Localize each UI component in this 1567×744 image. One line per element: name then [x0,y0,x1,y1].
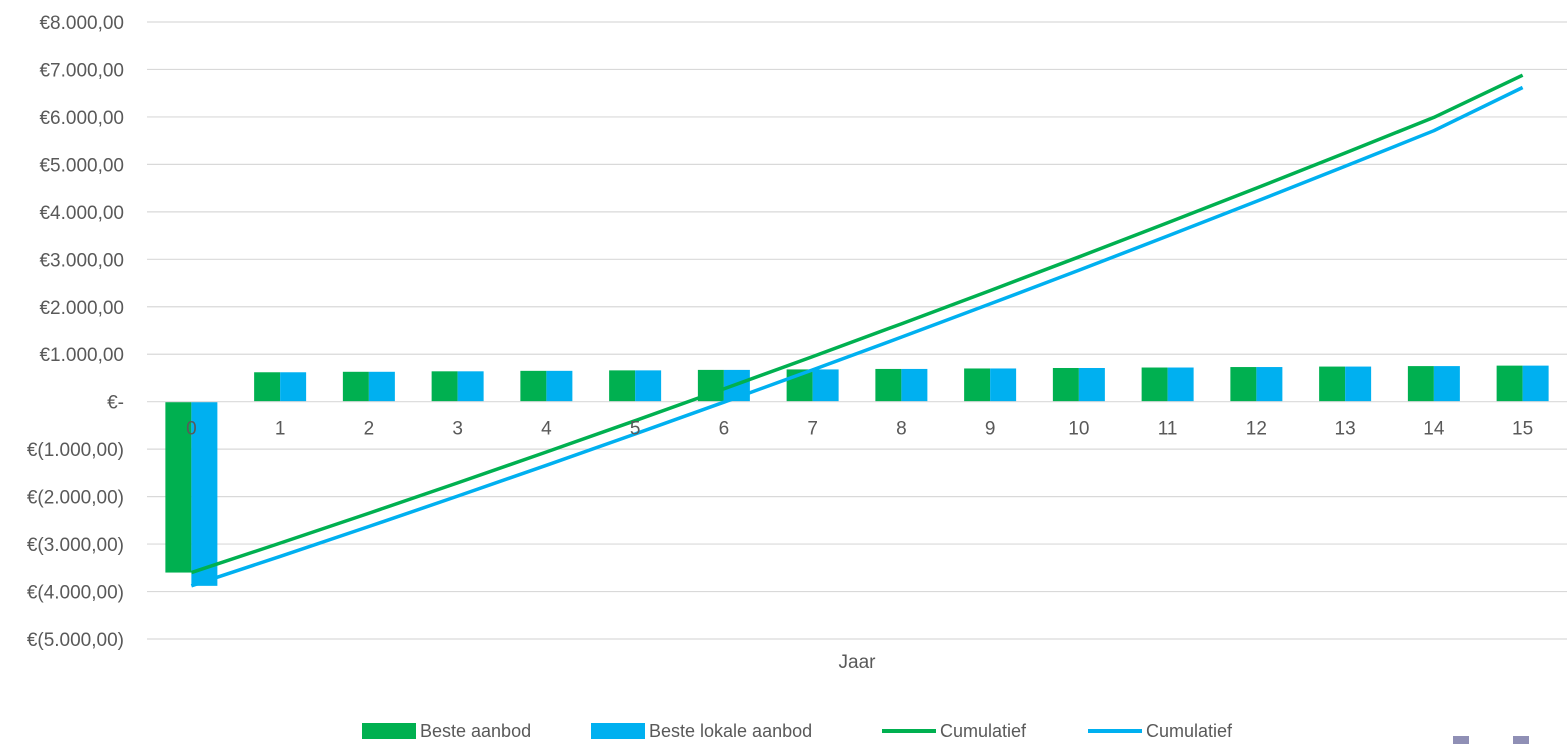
x-axis-title: Jaar [839,652,877,673]
bar-beste-lokale-aanbod [635,370,662,402]
bar-beste-aanbod [1496,365,1523,402]
corner-mark-left [1453,736,1469,744]
y-tick-label: €(3.000,00) [27,535,124,556]
y-tick-label: €(2.000,00) [27,488,124,509]
legend-swatch-cumulatief-blue [1088,729,1142,733]
legend-item-beste-lokale-aanbod: Beste lokale aanbod [591,718,812,744]
bar-beste-aanbod [875,368,902,402]
y-tick-label: €6.000,00 [39,108,124,129]
x-tick-label: 4 [541,419,552,440]
y-tick-label: €(5.000,00) [27,630,124,651]
series-lines [190,73,1524,588]
bar-beste-lokale-aanbod [1078,367,1105,402]
legend-label-cumulatief-green: Cumulatief [940,720,1027,741]
x-tick-label: 7 [807,419,818,440]
bar-beste-aanbod [520,370,547,402]
bar-beste-aanbod [1230,367,1257,402]
gridlines [147,21,1567,640]
bar-beste-aanbod [1052,367,1079,402]
x-tick-label: 0 [186,419,197,440]
corner-mark-right [1513,736,1529,744]
line-cumulatief-blue [190,85,1524,588]
bar-beste-aanbod [254,372,281,402]
y-tick-label: €7.000,00 [39,60,124,81]
bar-beste-lokale-aanbod [1522,365,1549,402]
bar-beste-lokale-aanbod [1256,367,1283,402]
bar-beste-aanbod [1319,366,1346,402]
y-tick-label: €(4.000,00) [27,583,124,604]
bar-beste-lokale-aanbod [812,369,839,402]
y-axis-tick-labels: €8.000,00 €7.000,00 €6.000,00 €5.000,00 €4.0… [27,13,124,651]
x-axis-tick-labels: 0 1 2 3 4 5 6 7 8 9 10 11 12 13 14 15 [186,419,1533,440]
legend-label-beste-aanbod: Beste aanbod [420,720,532,741]
bar-beste-aanbod [609,370,636,402]
bar-beste-aanbod [431,371,458,402]
bars [165,365,1549,586]
legend-item-beste-aanbod: Beste aanbod [362,718,531,744]
legend-swatch-beste-aanbod [362,723,416,739]
x-tick-label: 3 [452,419,463,440]
y-tick-label: €3.000,00 [39,250,124,271]
line-cumulatief-green [190,73,1524,575]
bar-beste-aanbod [1141,367,1168,402]
bar-beste-lokale-aanbod [1433,366,1460,402]
x-tick-label: 6 [719,419,730,440]
x-tick-label: 1 [275,419,286,440]
legend: Beste aanbod Beste lokale aanbod Cumulat… [0,718,1567,744]
y-tick-label: €8.000,00 [39,13,124,34]
bar-beste-lokale-aanbod [1345,366,1372,402]
bar-beste-aanbod [165,401,192,573]
x-tick-label: 10 [1068,419,1089,440]
bar-beste-aanbod [964,368,991,402]
y-tick-label: €1.000,00 [39,345,124,366]
y-tick-label: €4.000,00 [39,203,124,224]
x-tick-label: 2 [364,419,375,440]
legend-swatch-beste-lokale-aanbod [591,723,645,739]
x-tick-label: 15 [1512,419,1533,440]
legend-label-beste-lokale-aanbod: Beste lokale aanbod [649,720,813,741]
bar-beste-lokale-aanbod [546,370,573,402]
x-tick-label: 9 [985,419,996,440]
x-tick-label: 8 [896,419,907,440]
bar-beste-lokale-aanbod [901,368,928,402]
x-tick-label: 11 [1158,419,1178,440]
x-tick-label: 14 [1423,419,1445,440]
bar-beste-lokale-aanbod [1167,367,1194,402]
x-tick-label: 5 [630,419,641,440]
legend-item-cumulatief-blue: Cumulatief [1088,718,1232,744]
y-tick-label: €(1.000,00) [27,440,124,461]
legend-label-cumulatief-blue: Cumulatief [1146,720,1233,741]
x-tick-label: 13 [1335,419,1356,440]
y-tick-label: €- [107,393,124,414]
bar-beste-lokale-aanbod [457,371,484,402]
bar-beste-lokale-aanbod [280,372,307,402]
y-tick-label: €2.000,00 [39,298,124,319]
bar-beste-lokale-aanbod [990,368,1017,402]
legend-item-cumulatief-green: Cumulatief [882,718,1026,744]
y-tick-label: €5.000,00 [39,155,124,176]
x-tick-label: 12 [1246,419,1267,440]
bar-beste-aanbod [342,371,369,402]
bar-beste-lokale-aanbod [191,401,218,586]
legend-swatch-cumulatief-green [882,729,936,733]
bar-beste-lokale-aanbod [368,371,395,402]
bar-beste-aanbod [1407,366,1434,402]
